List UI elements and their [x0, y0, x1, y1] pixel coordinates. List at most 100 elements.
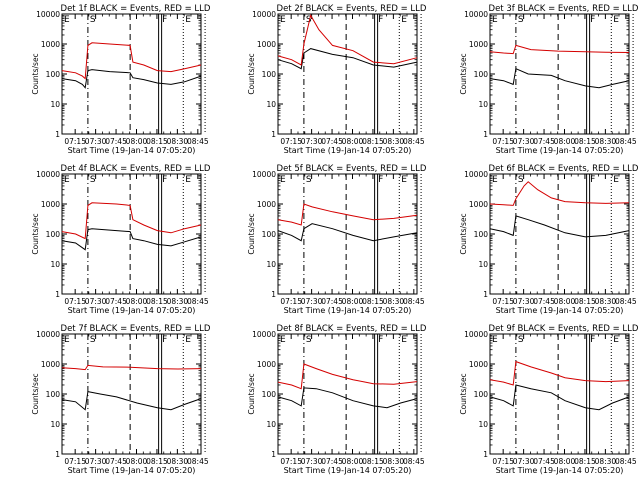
marker-label: E: [64, 175, 70, 185]
chart-panel-5: Det 5f BLACK = Events, RED = LLD 1 10 100 10…: [247, 164, 427, 315]
y-axis-label: Counts/sec: [31, 53, 40, 94]
x-axis-label: Start Time (19-Jan-14 07:05:20): [68, 146, 196, 155]
x-tick-label: 07:45: [533, 297, 555, 306]
y-tick-label: 1000: [257, 360, 276, 369]
y-tick-label: 10: [50, 100, 60, 109]
x-tick-label: 08:45: [187, 137, 209, 146]
series-line-lld: [277, 363, 418, 390]
x-tick-label: 08:45: [403, 457, 425, 466]
y-tick-label: 10000: [36, 10, 60, 19]
x-tick-label: 08:00: [126, 297, 148, 306]
x-tick-label: 08:30: [167, 297, 189, 306]
x-tick-label: 08:00: [126, 457, 148, 466]
marker-label: E: [64, 15, 70, 25]
x-tick-label: 07:15: [280, 457, 302, 466]
x-tick-label: 07:15: [492, 457, 514, 466]
marker-label: E: [280, 175, 286, 185]
x-tick-label: 08:00: [554, 297, 576, 306]
x-tick-label: 07:45: [533, 137, 555, 146]
y-tick-label: 10: [266, 260, 276, 269]
marker-label: F: [162, 175, 167, 185]
x-tick-label: 08:30: [383, 457, 405, 466]
y-tick-label: 10000: [36, 330, 60, 339]
x-tick-label: 08:15: [574, 137, 596, 146]
y-axis-label: Counts/sec: [31, 213, 40, 254]
series-line-lld: [489, 360, 630, 386]
marker-label: E: [492, 175, 498, 185]
x-tick-label: 08:30: [383, 137, 405, 146]
y-tick-label: 1: [483, 290, 488, 299]
y-tick-label: 1: [271, 130, 276, 139]
y-tick-label: 10000: [36, 170, 60, 179]
marker-label: F: [162, 335, 167, 345]
series-line-lld: [489, 44, 630, 55]
y-axis-label: Counts/sec: [247, 53, 256, 94]
y-tick-label: 10: [478, 420, 488, 429]
x-tick-label: 08:30: [595, 137, 617, 146]
x-tick-label: 07:45: [321, 457, 343, 466]
y-tick-label: 10: [50, 260, 60, 269]
x-tick-label: 08:30: [595, 297, 617, 306]
chart-panel-9: Det 9f BLACK = Events, RED = LLD 1 10 100 10…: [459, 324, 639, 475]
series-line-lld: [277, 14, 418, 66]
x-axis-label: Start Time (19-Jan-14 07:05:20): [284, 146, 412, 155]
marker-label: F: [378, 15, 383, 25]
x-tick-label: 08:00: [126, 137, 148, 146]
x-tick-label: 07:15: [492, 137, 514, 146]
chart-panel-3: Det 3f BLACK = Events, RED = LLD 1 10 100 10…: [459, 4, 639, 155]
marker-label: S: [518, 175, 524, 185]
x-tick-label: 08:00: [342, 457, 364, 466]
marker-label: E: [613, 15, 619, 25]
marker-label: S: [306, 15, 312, 25]
x-axis-label: Start Time (19-Jan-14 07:05:20): [496, 306, 624, 315]
y-tick-label: 10000: [464, 10, 488, 19]
marker-label: S: [90, 175, 96, 185]
y-tick-label: 100: [262, 70, 277, 79]
y-tick-label: 10000: [252, 170, 276, 179]
chart-title: Det 3f BLACK = Events, RED = LLD: [489, 4, 639, 14]
y-tick-label: 10: [266, 420, 276, 429]
marker-label: F: [162, 15, 167, 25]
marker-label: F: [590, 175, 595, 185]
chart-panel-2: Det 2f BLACK = Events, RED = LLD 1 10 100 10…: [247, 4, 427, 155]
series-line-events: [489, 384, 630, 411]
x-tick-label: 08:15: [362, 137, 384, 146]
y-tick-label: 100: [262, 390, 277, 399]
marker-label: S: [518, 15, 524, 25]
marker-label: F: [378, 175, 383, 185]
series-line-lld: [489, 181, 630, 206]
x-tick-label: 08:45: [615, 297, 637, 306]
y-axis-label: Counts/sec: [459, 213, 468, 254]
x-tick-label: 07:15: [280, 297, 302, 306]
y-tick-label: 1: [55, 290, 60, 299]
plot-frame: [489, 333, 630, 455]
chart-title: Det 9f BLACK = Events, RED = LLD: [489, 324, 639, 334]
marker-label: E: [280, 15, 286, 25]
x-tick-label: 07:30: [301, 297, 323, 306]
y-tick-label: 1: [483, 450, 488, 459]
y-tick-label: 100: [46, 230, 61, 239]
chart-title: Det 1f BLACK = Events, RED = LLD: [61, 4, 211, 14]
x-tick-label: 08:30: [383, 297, 405, 306]
y-axis-label: Counts/sec: [247, 213, 256, 254]
x-tick-label: 08:00: [342, 297, 364, 306]
marker-label: E: [185, 175, 191, 185]
plot-frame: [61, 13, 202, 135]
x-tick-label: 07:15: [492, 297, 514, 306]
y-tick-label: 100: [46, 390, 61, 399]
marker-label: E: [401, 15, 407, 25]
x-tick-label: 08:30: [167, 137, 189, 146]
chart-panel-4: Det 4f BLACK = Events, RED = LLD 1 10 100 10…: [31, 164, 211, 315]
x-tick-label: 07:45: [105, 457, 127, 466]
y-tick-label: 10000: [252, 10, 276, 19]
y-tick-label: 10000: [464, 170, 488, 179]
y-tick-label: 1: [55, 450, 60, 459]
y-tick-label: 1000: [257, 200, 276, 209]
y-tick-label: 10: [478, 260, 488, 269]
chart-panel-1: Det 1f BLACK = Events, RED = LLD 1 10 100 10…: [31, 4, 211, 155]
x-tick-label: 07:15: [64, 137, 86, 146]
y-tick-label: 10: [478, 100, 488, 109]
series-line-events: [277, 48, 418, 70]
x-tick-label: 07:45: [105, 297, 127, 306]
chart-panel-8: Det 8f BLACK = Events, RED = LLD 1 10 100 10…: [247, 324, 427, 475]
